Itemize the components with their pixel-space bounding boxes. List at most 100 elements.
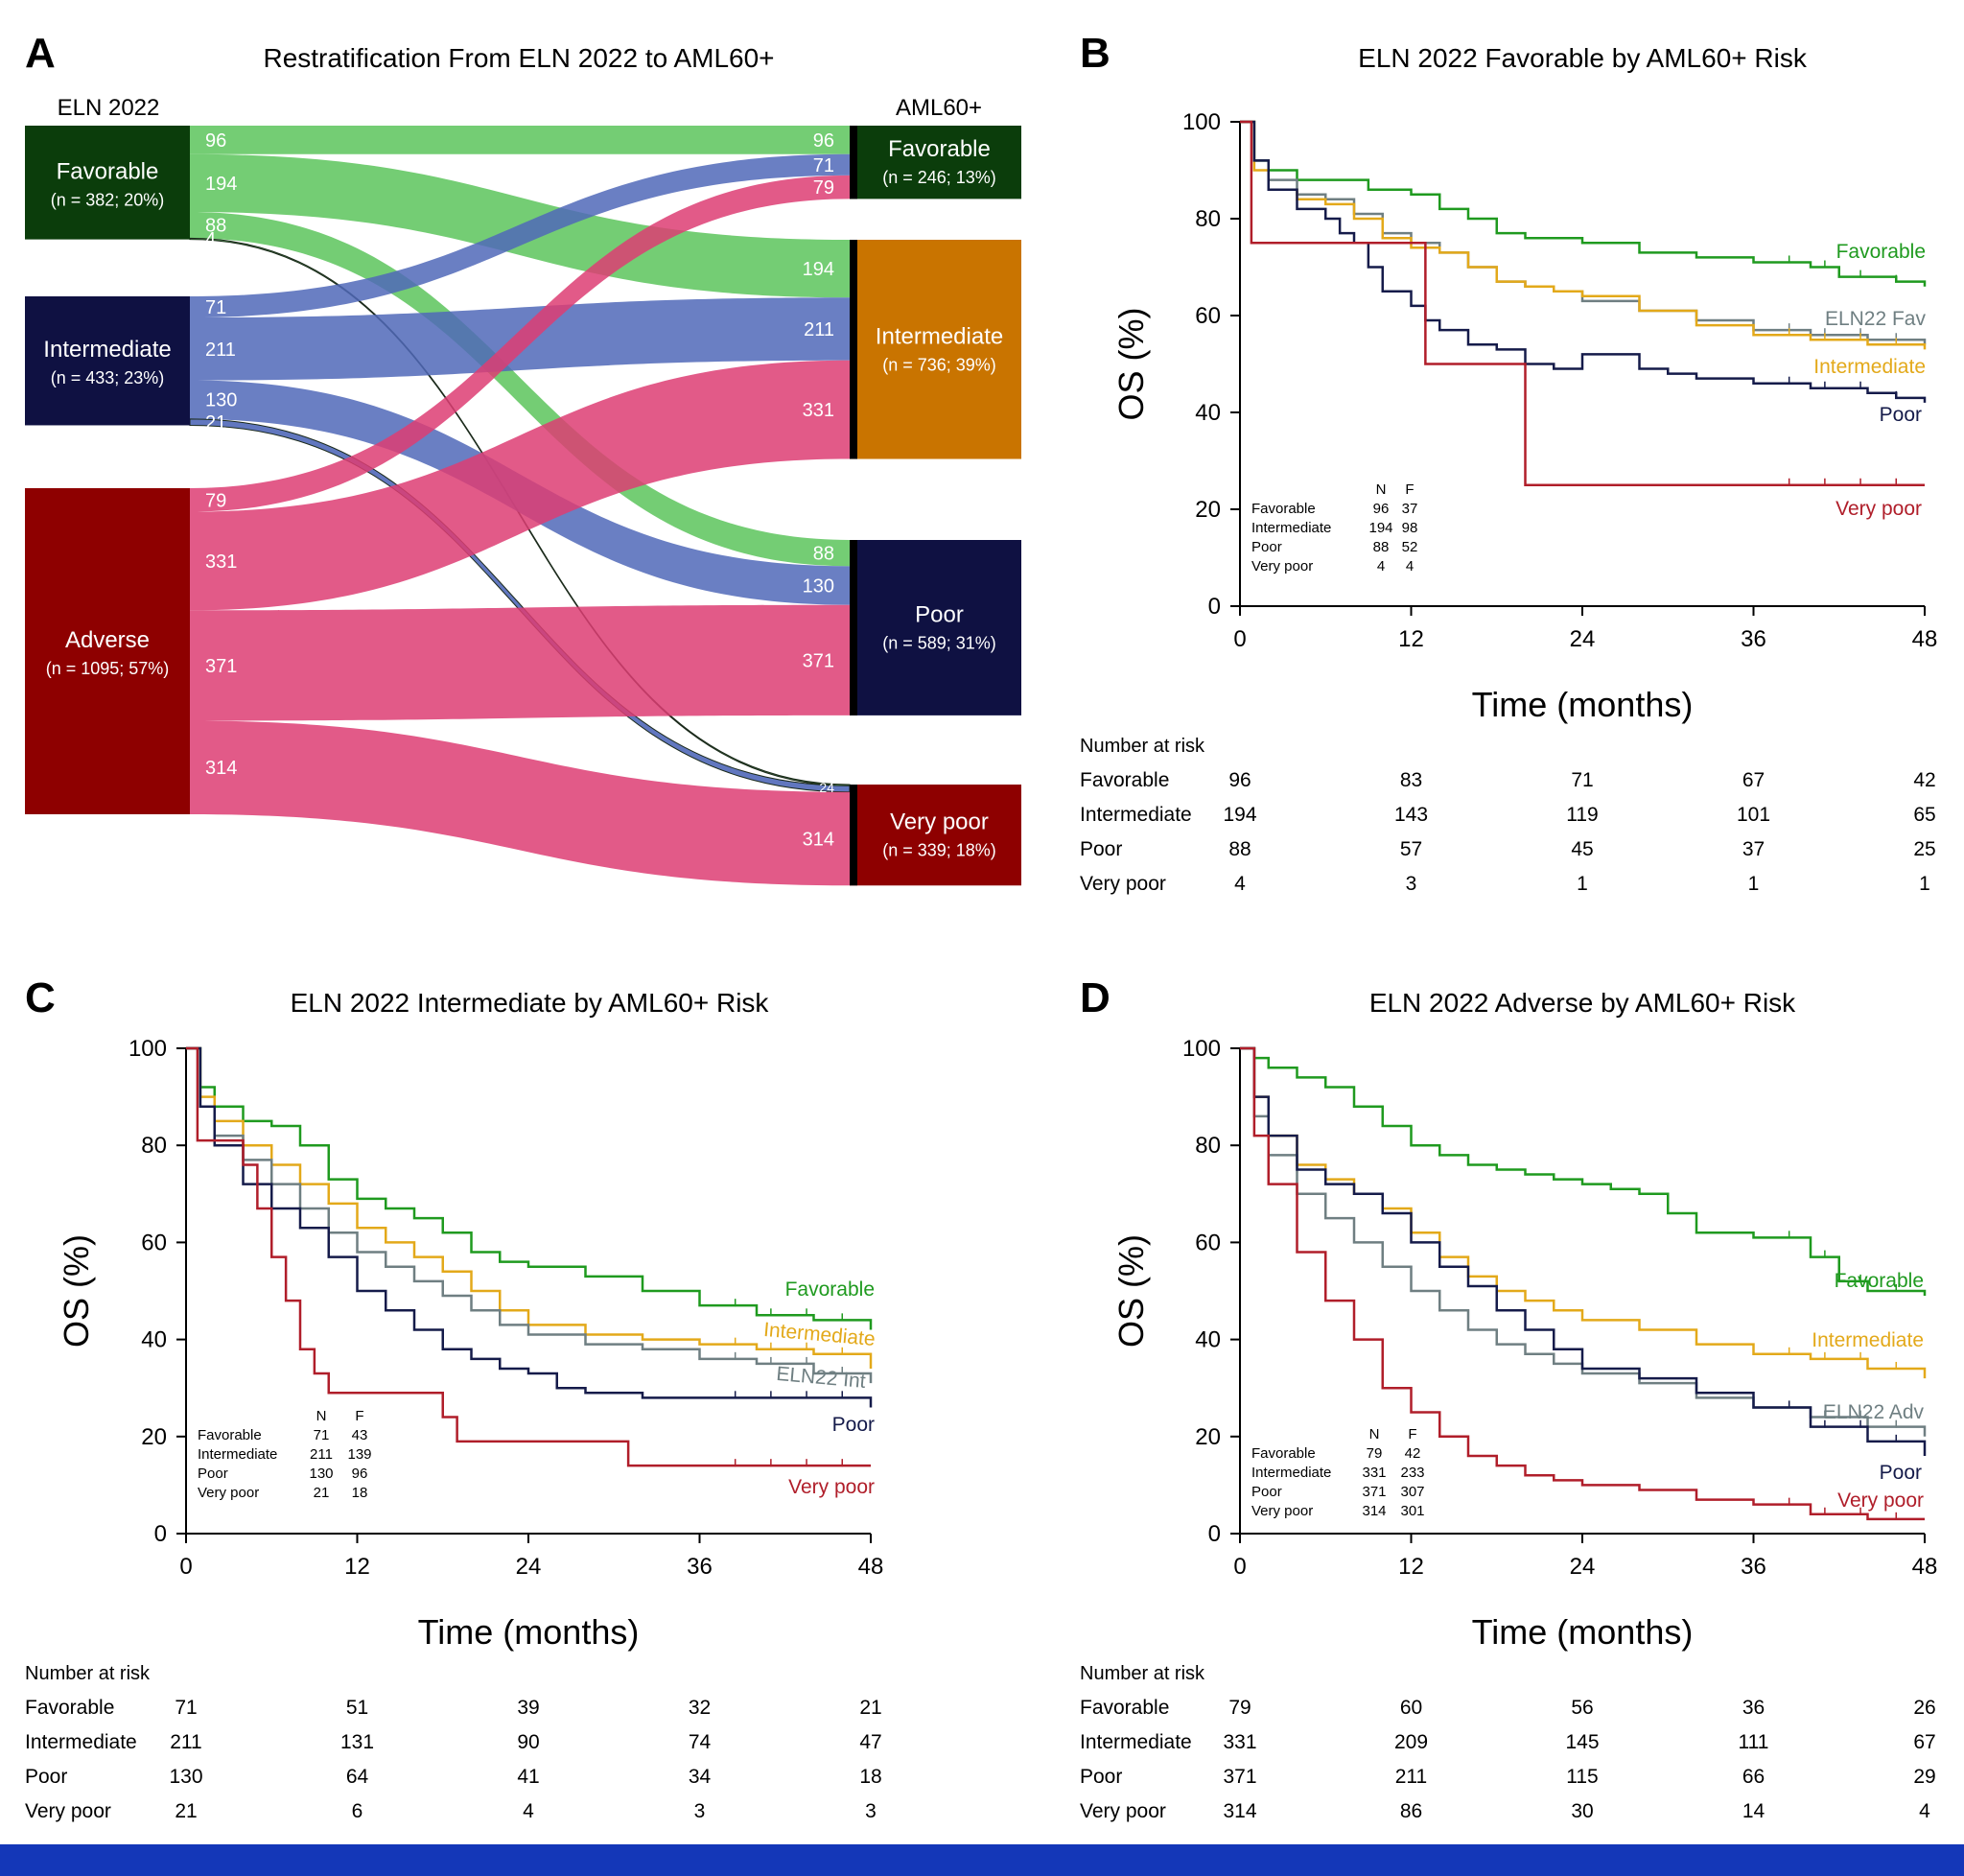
flow-label-left: 4 [205,229,216,250]
km-curve-poor [186,1046,873,1408]
x-tick-label: 36 [1741,1554,1766,1580]
y-axis-label: OS (%) [1111,1234,1151,1348]
risk-value: 209 [1394,1731,1428,1753]
risk-value: 32 [689,1697,711,1719]
left-box-sub: (n = 433; 23%) [51,368,165,387]
panel-letter-a: A [25,30,56,77]
risk-value: 211 [170,1731,201,1753]
flow-label-right: 96 [813,130,834,152]
risk-value: 86 [1400,1800,1422,1822]
panel-letter: C [25,974,56,1021]
flow-adverse-to-poor [190,604,850,721]
y-tick-label: 60 [1195,303,1221,329]
x-axis-label: Time (months) [1472,685,1694,724]
risk-value: 66 [1742,1766,1765,1788]
left-box-sub: (n = 382; 20%) [51,190,165,209]
flow-label-right: 194 [803,259,834,280]
x-tick-label: 36 [1741,626,1766,652]
risk-value: 331 [1223,1731,1256,1753]
inset-n: 130 [309,1466,333,1482]
risk-value: 65 [1913,804,1935,826]
km-curve-favorable [186,1046,873,1330]
risk-value: 74 [689,1731,712,1753]
risk-value: 42 [1913,769,1935,791]
y-tick-label: 20 [1195,497,1221,523]
inset-group: Poor [1251,1484,1282,1500]
series-label: Intermediate [1813,356,1926,378]
flow-label-right: 88 [813,544,834,565]
series-label: Favorable [785,1278,875,1301]
flow-adverse-to-favorable [190,175,850,512]
risk-value: 111 [1739,1731,1769,1753]
inset-n: 314 [1362,1503,1386,1519]
risk-value: 194 [1223,804,1256,826]
risk-value: 39 [517,1697,539,1719]
km-curve-very-poor [1240,1046,1925,1521]
risk-value: 371 [1223,1766,1256,1788]
inset-f: 18 [352,1485,368,1501]
series-label: Poor [1880,1462,1922,1484]
risk-value: 1 [1577,873,1588,895]
risk-value: 6 [352,1800,363,1822]
risk-value: 45 [1571,838,1593,860]
inset-group: Poor [1251,539,1282,555]
x-tick-label: 0 [1233,626,1246,652]
flow-label-right: 211 [804,319,834,340]
km-curve-poor [1240,1046,1927,1457]
risk-value: 67 [1742,769,1765,791]
risk-value: 119 [1566,804,1598,826]
right-box-sub: (n = 736; 39%) [882,355,996,374]
x-tick-label: 12 [1398,1554,1424,1580]
panel-letter: D [1080,974,1111,1021]
risk-value: 36 [1742,1697,1765,1719]
inset-f: 42 [1405,1445,1421,1462]
inset-group: Intermediate [198,1446,277,1463]
panel-a-sankey: A Restratification From ELN 2022 to AML6… [25,30,1021,886]
km-curve-very-poor [1240,120,1925,486]
risk-value: 130 [169,1766,202,1788]
risk-value: 21 [175,1800,197,1822]
panel-letter: B [1080,30,1111,77]
x-axis-label: Time (months) [418,1612,640,1652]
inset-group: Very poor [198,1485,259,1501]
x-tick-label: 36 [687,1554,713,1580]
flow-favorable-to-favorable [190,126,850,154]
x-tick-label: 12 [344,1554,370,1580]
sankey-flow-labels: 96 96194194888847171211211130130217979331… [205,130,834,851]
km-curve-favorable [1240,120,1927,287]
chart-title: ELN 2022 Intermediate by AML60+ Risk [291,988,770,1018]
flow-adverse-to-very-poor [190,720,850,886]
inset-group: Favorable [198,1427,262,1443]
risk-value: 56 [1571,1697,1593,1719]
y-tick-label: 80 [1195,1133,1221,1159]
y-tick-label: 80 [141,1133,167,1159]
risk-value: 4 [523,1800,534,1822]
risk-value: 71 [175,1697,197,1719]
right-box-sub: (n = 339; 18%) [882,841,996,860]
risk-value: 101 [1737,804,1770,826]
risk-value: 57 [1400,838,1422,860]
inset-f: 98 [1402,520,1418,536]
inset-group: Favorable [1251,501,1316,517]
risk-value: 1 [1748,873,1760,895]
inset-header-n: N [1369,1426,1380,1442]
flow-label-left: 314 [205,758,237,779]
risk-value: 51 [346,1697,368,1719]
y-tick-label: 40 [1195,400,1221,426]
risk-value: 314 [1223,1800,1256,1822]
right-box-label: Poor [915,601,964,627]
risk-value: 29 [1913,1766,1935,1788]
risk-value: 41 [517,1766,539,1788]
y-axis-label: OS (%) [1111,307,1151,420]
y-tick-label: 100 [129,1036,167,1062]
risk-value: 143 [1394,804,1428,826]
risk-value: 25 [1913,838,1935,860]
risk-group-label: Intermediate [1080,1731,1192,1753]
series-label: Favorable [1835,1270,1924,1292]
inset-f: 52 [1402,539,1418,555]
y-tick-label: 0 [1208,1521,1221,1547]
right-box-edge [850,785,857,886]
right-box-sub: (n = 246; 13%) [882,168,996,187]
inset-group: Intermediate [1251,1465,1331,1481]
y-tick-label: 80 [1195,206,1221,232]
